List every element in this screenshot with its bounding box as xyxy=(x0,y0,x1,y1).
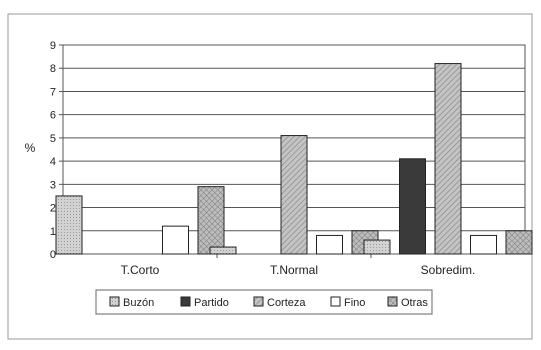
legend-swatch xyxy=(387,296,398,307)
bar-0-3 xyxy=(162,225,189,255)
y-tick-label: 9 xyxy=(50,40,56,52)
x-axis-labels: T.Corto T.Normal Sobredim. xyxy=(121,263,476,277)
bar-2-0 xyxy=(363,239,391,255)
bar-2-4 xyxy=(505,230,533,255)
bar-2-3 xyxy=(470,234,497,255)
y-tick-label: 7 xyxy=(50,86,56,98)
legend-box xyxy=(95,289,433,315)
legend-label: Buzón xyxy=(123,297,154,309)
bar-1-0 xyxy=(209,246,237,255)
legend-swatch xyxy=(109,296,120,307)
legend-swatch xyxy=(180,296,191,307)
legend-label: Otras xyxy=(401,297,428,309)
y-tick-label: 8 xyxy=(50,63,56,75)
legend-swatch xyxy=(253,296,264,307)
y-tick-label: 5 xyxy=(50,133,56,145)
x-tick-label: Sobredim. xyxy=(421,263,476,277)
y-tick-label: 2 xyxy=(50,203,56,215)
bar-1-3 xyxy=(316,234,343,255)
bars xyxy=(55,63,533,258)
legend: Buzón Partido Corteza Fino Otras xyxy=(109,296,428,309)
bar-1-2 xyxy=(280,135,308,255)
legend-label: Fino xyxy=(344,297,365,309)
legend-swatch xyxy=(330,296,341,307)
legend-label: Partido xyxy=(194,297,229,309)
x-tick-label: T.Normal xyxy=(270,263,318,277)
legend-label: Corteza xyxy=(267,297,306,309)
bar-2-2 xyxy=(434,63,462,255)
x-tick-label: T.Corto xyxy=(121,263,160,277)
y-axis-label: % xyxy=(25,141,36,155)
bar-0-0 xyxy=(55,195,83,255)
y-tick-label: 4 xyxy=(50,156,56,168)
y-tick-label: 1 xyxy=(50,226,56,238)
bar-0-4 xyxy=(197,186,225,255)
bar-2-1 xyxy=(399,158,426,255)
y-tick-label: 6 xyxy=(50,110,56,122)
y-tick-label: 3 xyxy=(50,179,56,191)
y-tick-label: 0 xyxy=(50,249,56,261)
y-axis-ticks: 0 1 2 3 4 5 6 7 8 9 xyxy=(50,40,63,261)
